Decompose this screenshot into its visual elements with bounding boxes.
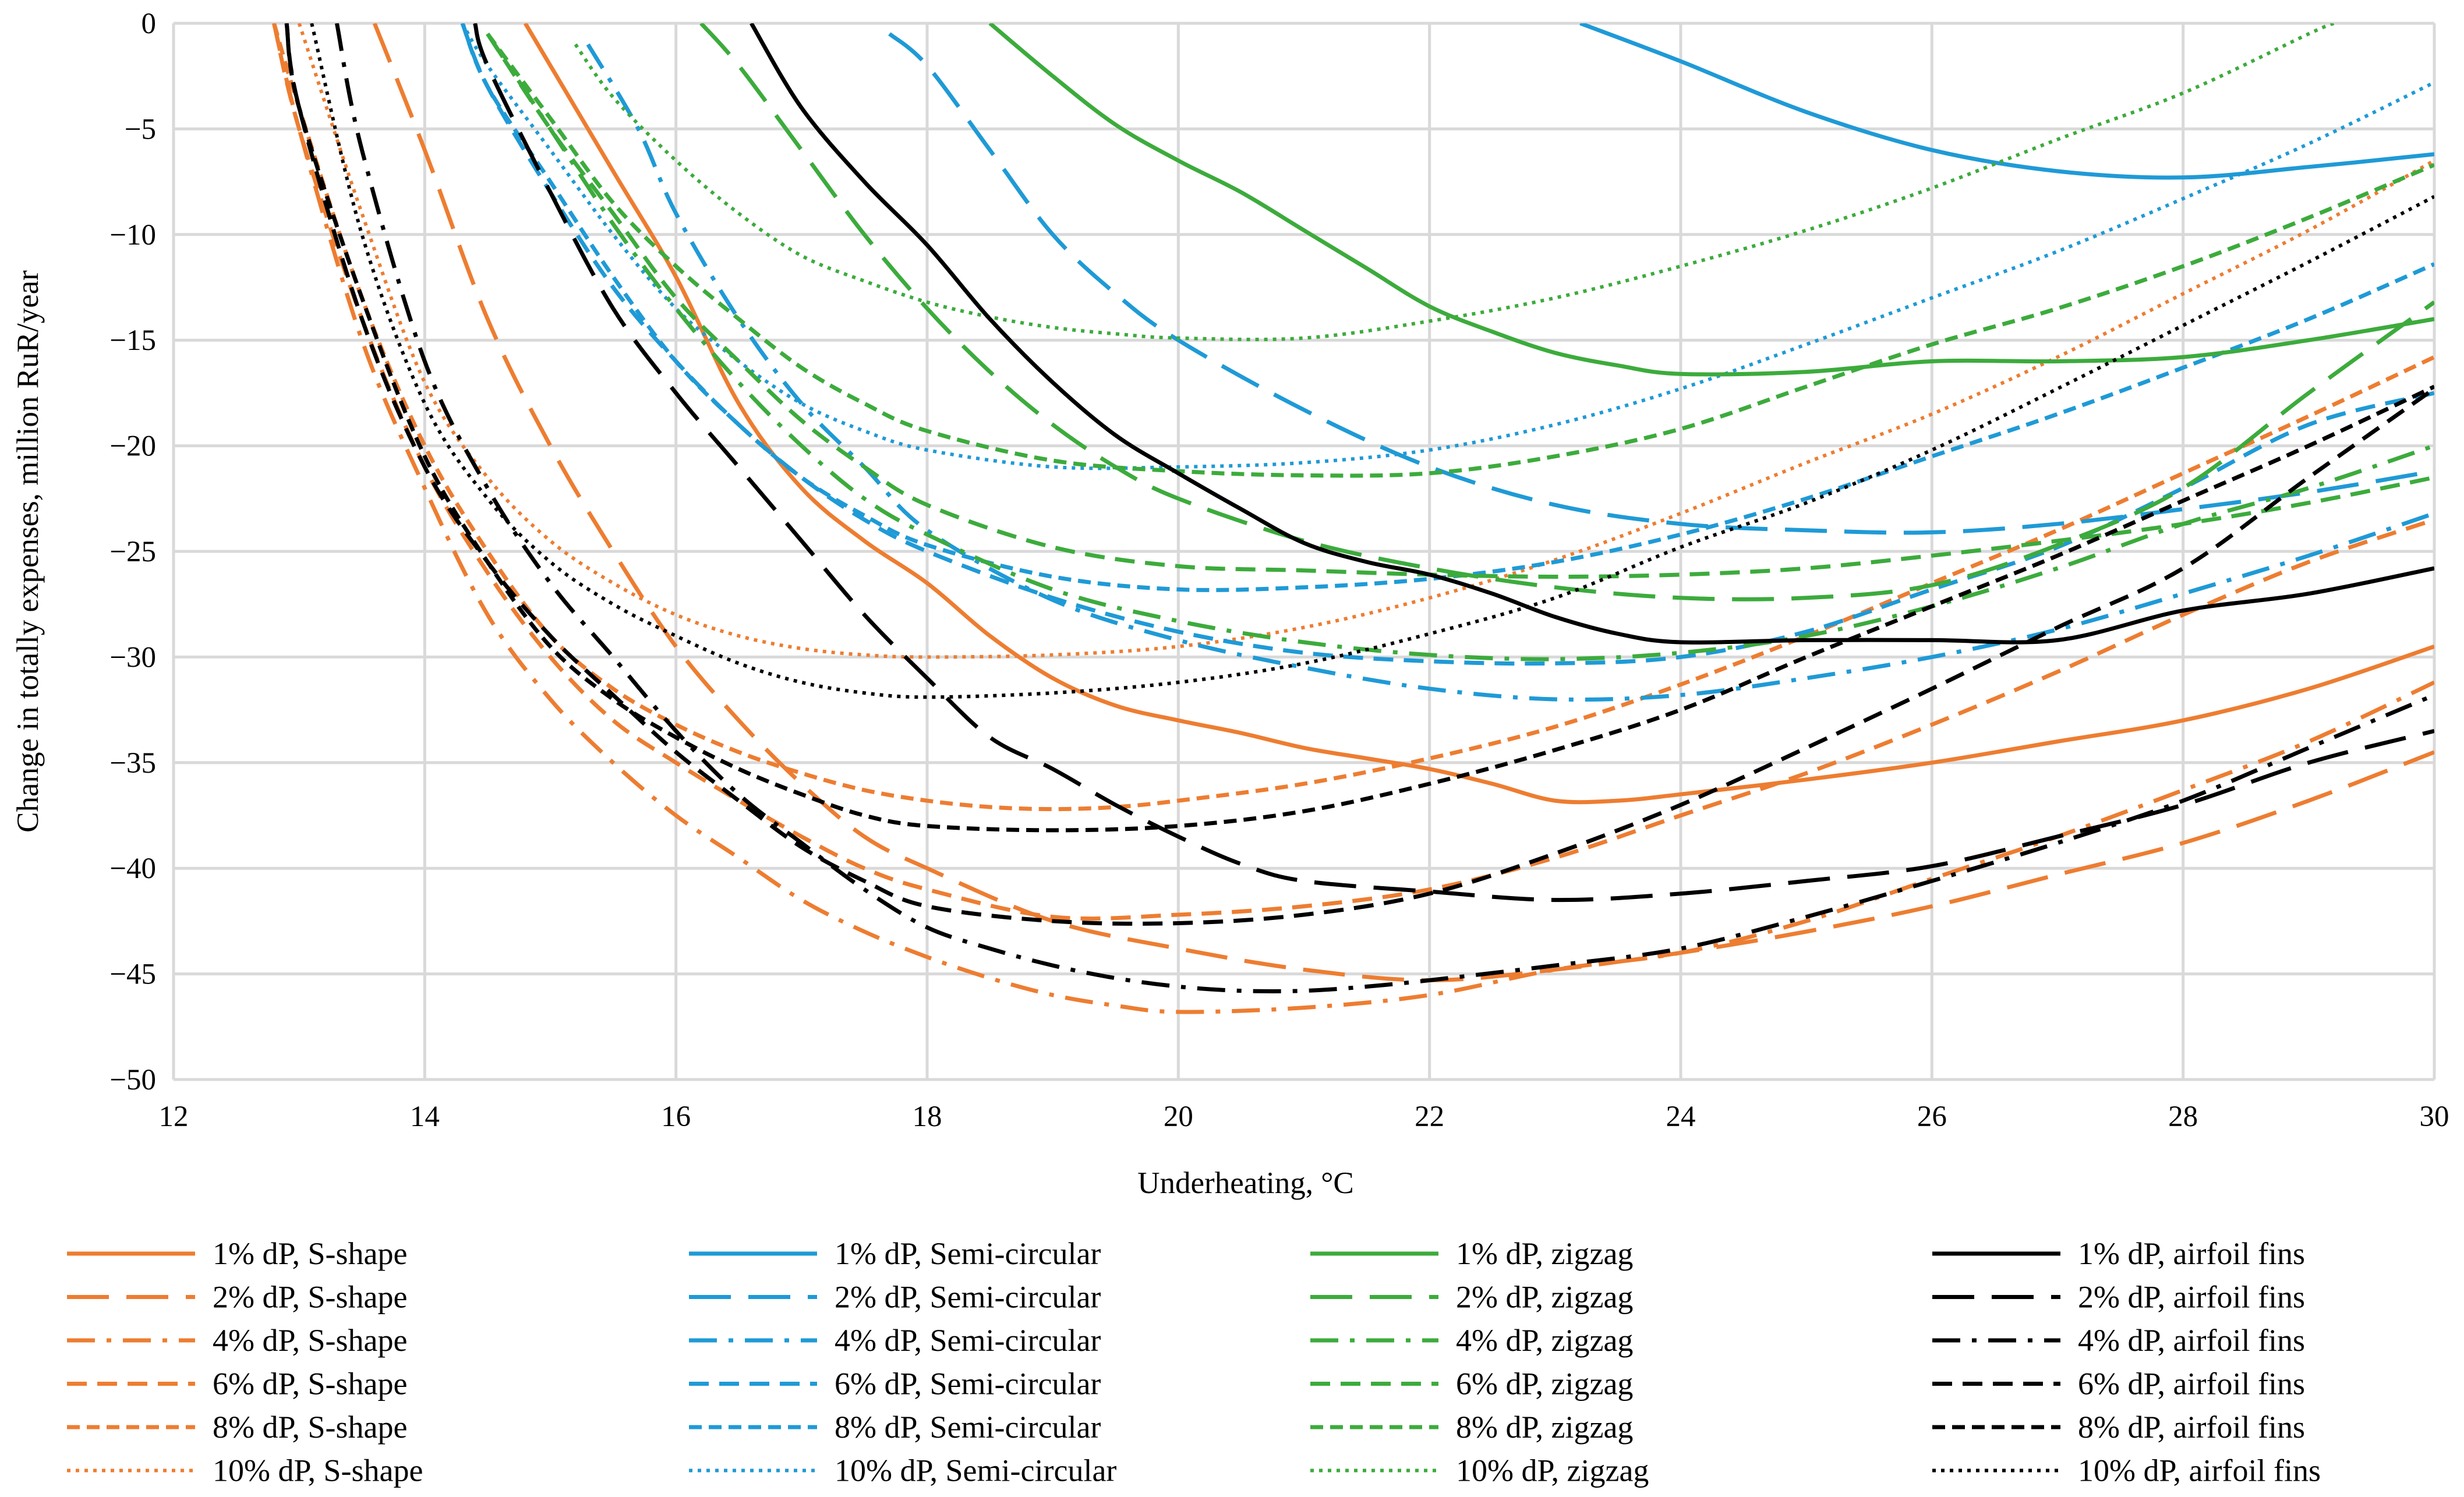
legend-label-10pct-dp-semi-circular: 10% dP, Semi-circular [835, 1453, 1116, 1488]
legend-label-8pct-dp-zigzag: 8% dP, zigzag [1456, 1410, 1633, 1445]
y-tick-label: −45 [109, 958, 156, 991]
y-tick-label: −50 [109, 1064, 156, 1096]
legend-label-10pct-dp-airfoil-fins: 10% dP, airfoil fins [2078, 1453, 2321, 1488]
legend-label-2pct-dp-zigzag: 2% dP, zigzag [1456, 1280, 1633, 1315]
series-line-8pct-dp-zigzag [486, 33, 2434, 478]
series-line-2pct-dp-s-shape [372, 23, 2434, 982]
y-tick-label: 0 [142, 8, 157, 40]
legend-label-8pct-dp-semi-circular: 8% dP, Semi-circular [835, 1410, 1101, 1445]
legend-label-1pct-dp-zigzag: 1% dP, zigzag [1456, 1236, 1633, 1271]
legend-label-2pct-dp-s-shape: 2% dP, S-shape [213, 1280, 408, 1315]
legend-label-2pct-dp-airfoil-fins: 2% dP, airfoil fins [2078, 1280, 2305, 1315]
legend-label-1pct-dp-airfoil-fins: 1% dP, airfoil fins [2078, 1236, 2305, 1271]
series-line-10pct-dp-s-shape [297, 23, 2434, 659]
series-lines [272, 23, 2434, 1014]
series-line-2pct-dp-semi-circular [888, 32, 2434, 535]
series-line-4pct-dp-semi-circular [586, 43, 2434, 702]
series-line-6pct-dp-airfoil-fins [284, 23, 2434, 926]
legend-label-2pct-dp-semi-circular: 2% dP, Semi-circular [835, 1280, 1101, 1315]
x-tick-label: 28 [2168, 1100, 2198, 1133]
series-line-1pct-dp-zigzag [988, 23, 2434, 377]
legend-label-1pct-dp-semi-circular: 1% dP, Semi-circular [835, 1236, 1101, 1271]
series-line-1pct-dp-s-shape [523, 23, 2434, 805]
series-line-1pct-dp-semi-circular [1579, 23, 2434, 180]
legend: 1% dP, S-shape 2% dP, S-shape 4% dP, S-sha… [67, 1236, 2321, 1488]
y-tick-label: −40 [109, 852, 156, 885]
y-tick-label: −35 [109, 747, 156, 780]
series-line-8pct-dp-s-shape [272, 23, 2434, 812]
series-line-2pct-dp-airfoil-fins [473, 23, 2434, 903]
tick-labels: 12 14 16 18 20 22 24 26 28 30 0 −5 −10 −15 −20 −25 −30 −3… [109, 8, 2449, 1133]
legend-label-10pct-dp-s-shape: 10% dP, S-shape [213, 1453, 423, 1488]
x-tick-label: 12 [159, 1100, 189, 1133]
series-line-10pct-dp-semi-circular [461, 23, 2434, 470]
y-tick-label: −15 [109, 324, 156, 357]
y-tick-label: −30 [109, 641, 156, 674]
legend-label-8pct-dp-airfoil-fins: 8% dP, airfoil fins [2078, 1410, 2305, 1445]
legend-label-1pct-dp-s-shape: 1% dP, S-shape [213, 1236, 408, 1271]
legend-label-10pct-dp-zigzag: 10% dP, zigzag [1456, 1453, 1649, 1488]
legend-label-4pct-dp-s-shape: 4% dP, S-shape [213, 1323, 408, 1358]
y-tick-label: −10 [109, 219, 156, 252]
y-tick-label: −20 [109, 430, 156, 463]
series-line-2pct-dp-zigzag [699, 23, 2434, 601]
legend-label-6pct-dp-semi-circular: 6% dP, Semi-circular [835, 1367, 1101, 1402]
x-axis-title: Underheating, °C [1137, 1166, 1354, 1200]
series-line-4pct-dp-s-shape [272, 23, 2434, 1014]
series-line-10pct-dp-airfoil-fins [310, 23, 2434, 699]
x-tick-label: 30 [2420, 1100, 2449, 1133]
y-tick-label: −25 [109, 536, 156, 568]
series-line-6pct-dp-zigzag [486, 33, 2434, 579]
x-tick-label: 20 [1164, 1100, 1193, 1133]
legend-label-4pct-dp-zigzag: 4% dP, zigzag [1456, 1323, 1633, 1358]
legend-label-4pct-dp-semi-circular: 4% dP, Semi-circular [835, 1323, 1101, 1358]
legend-label-6pct-dp-s-shape: 6% dP, S-shape [213, 1367, 408, 1402]
y-tick-label: −5 [125, 113, 156, 146]
x-tick-label: 18 [913, 1100, 942, 1133]
legend-label-6pct-dp-airfoil-fins: 6% dP, airfoil fins [2078, 1367, 2305, 1402]
x-tick-label: 16 [661, 1100, 691, 1133]
y-axis-title: Change in totally expenses, million RuR/… [11, 270, 45, 833]
x-tick-label: 14 [410, 1100, 440, 1133]
series-line-4pct-dp-zigzag [486, 33, 2434, 661]
legend-label-8pct-dp-s-shape: 8% dP, S-shape [213, 1410, 408, 1445]
x-tick-label: 22 [1415, 1100, 1444, 1133]
series-line-8pct-dp-semi-circular [460, 23, 2434, 592]
series-line-1pct-dp-airfoil-fins [750, 23, 2434, 645]
series-line-4pct-dp-airfoil-fins [334, 23, 2434, 993]
legend-label-4pct-dp-airfoil-fins: 4% dP, airfoil fins [2078, 1323, 2305, 1358]
series-line-6pct-dp-s-shape [272, 23, 2434, 921]
series-line-8pct-dp-airfoil-fins [284, 23, 2434, 833]
x-tick-label: 26 [1917, 1100, 1947, 1133]
legend-label-6pct-dp-zigzag: 6% dP, zigzag [1456, 1367, 1633, 1402]
x-tick-label: 24 [1666, 1100, 1696, 1133]
